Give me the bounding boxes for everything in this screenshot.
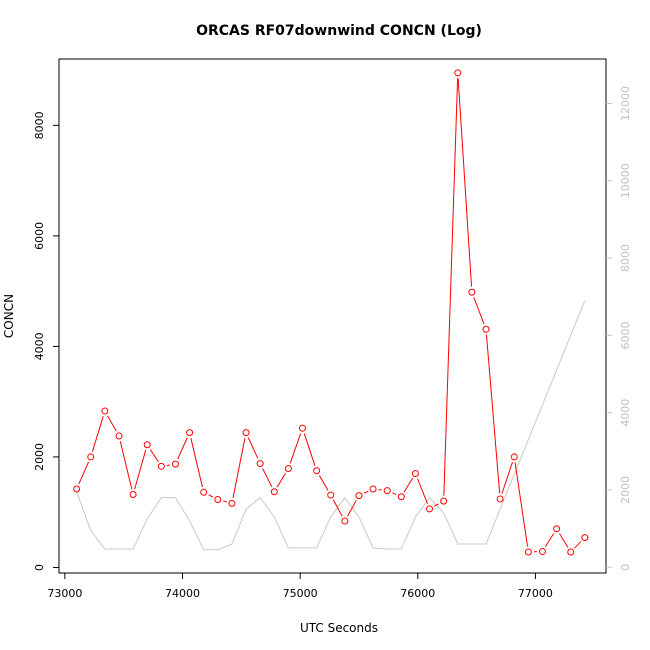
series-left-point-10 [214,495,222,503]
series-left-point-35 [567,548,575,556]
y-tick-label-2: 4000 [33,332,46,360]
y2-tick-label-2: 4000 [619,399,632,427]
y-tick-label-4: 8000 [33,111,46,139]
series-left-point-23 [397,493,405,501]
y-tick-label-1: 2000 [33,443,46,471]
series-left-point-9 [200,488,208,496]
series-left-segment-8 [190,437,203,488]
series-left-point-33 [538,547,546,555]
y-tick-label-3: 6000 [33,222,46,250]
series-left-segment-20 [363,490,369,494]
series-left-point-22 [383,487,391,495]
series-left-point-31 [510,453,518,461]
series-layer [73,69,589,556]
series-left-segment-23 [403,477,414,493]
chart-title: ORCAS RF07downwind CONCN (Log) [196,23,482,39]
series-left-point-26 [440,497,448,505]
series-left-segment-2 [107,415,117,432]
series-left-segment-26 [443,78,459,496]
y2-tick-label-1: 2000 [619,476,632,504]
series-left-segment-31 [514,462,529,547]
x-tick-label-0: 73000 [47,587,82,600]
y2-tick-label-0: 0 [619,564,632,571]
series-left-point-7 [171,460,179,468]
series-left-point-27 [454,69,462,77]
y2-tick-label-3: 6000 [619,321,632,349]
x-tick-label-3: 76000 [400,587,435,600]
series-left-point-30 [496,495,504,503]
series-left-point-11 [228,499,236,507]
series-left-point-5 [143,441,151,449]
x-tick-label-4: 77000 [518,587,553,600]
y-axis-left: 0 2000 4000 6000 8000 [33,111,59,571]
series-left-point-13 [256,460,264,468]
series-left-segment-11 [232,437,246,499]
series-left-segment-5 [149,449,159,463]
series-left-segment-6 [166,464,171,466]
y2-tick-label-5: 10000 [619,163,632,198]
series-left-point-19 [341,517,349,525]
y2-tick-label-4: 8000 [619,244,632,272]
series-left-point-4 [129,491,137,499]
series-left-segment-19 [347,500,357,517]
series-left-segment-14 [276,472,286,488]
y-tick-label-0: 0 [33,564,46,571]
series-left-point-32 [524,548,532,556]
series-left-point-34 [553,525,561,533]
series-left-segment-29 [485,334,501,494]
series-left-point-21 [369,485,377,493]
series-left-point-3 [115,432,123,440]
series-left-segment-22 [392,492,397,496]
series-left-segment-24 [417,478,428,504]
x-tick-label-1: 74000 [165,587,200,600]
series-left-segment-34 [559,533,569,548]
series-left-point-12 [242,429,250,437]
series-left-point-18 [327,491,335,499]
series-left-point-2 [101,407,109,415]
series-left-point-17 [313,467,321,475]
series-left-point-24 [411,470,419,478]
series-left-point-28 [468,288,476,296]
y2-tick-label-6: 12000 [619,86,632,121]
series-left-segment-15 [289,433,302,464]
series-left-segment-10 [222,500,227,503]
series-left-segment-13 [262,468,273,488]
series-left-point-0 [73,485,81,493]
series-left-point-25 [426,505,434,513]
series-right-line [76,300,586,551]
series-left-point-36 [581,534,589,542]
plot-frame [58,58,607,574]
x-axis: 73000 74000 75000 76000 77000 [47,573,553,600]
series-left-segment-1 [91,416,104,452]
series-left-point-8 [186,429,194,437]
series-left-segment-30 [501,461,513,494]
x-axis-label: UTC Seconds [300,621,378,635]
x-tick-label-2: 75000 [283,587,318,600]
series-left-segment-3 [119,441,133,490]
series-left-segment-35 [574,541,582,549]
series-left-segment-17 [318,475,329,491]
series-left-point-16 [299,424,307,432]
series-left-segment-12 [247,437,259,459]
series-left-segment-33 [544,533,555,548]
series-left-segment-27 [457,78,473,287]
series-left-segment-7 [177,437,188,460]
series-left-point-1 [87,453,95,461]
series-left-point-20 [355,492,363,500]
series-left-segment-28 [473,297,485,325]
y-axis-right: 0 2000 4000 6000 8000 10000 12000 [606,86,632,571]
series-left-point-14 [270,488,278,496]
series-left-segment-25 [434,503,440,507]
series-left-segment-16 [303,433,316,466]
series-left-point-29 [482,325,490,333]
series-left-segment-4 [134,449,147,490]
y-axis-label: CONCN [2,294,16,338]
series-left-segment-18 [332,499,343,517]
series-left-point-6 [157,462,165,470]
series-left-segment-0 [78,461,90,485]
series-left-segment-9 [208,494,214,498]
series-left-point-15 [284,465,292,473]
